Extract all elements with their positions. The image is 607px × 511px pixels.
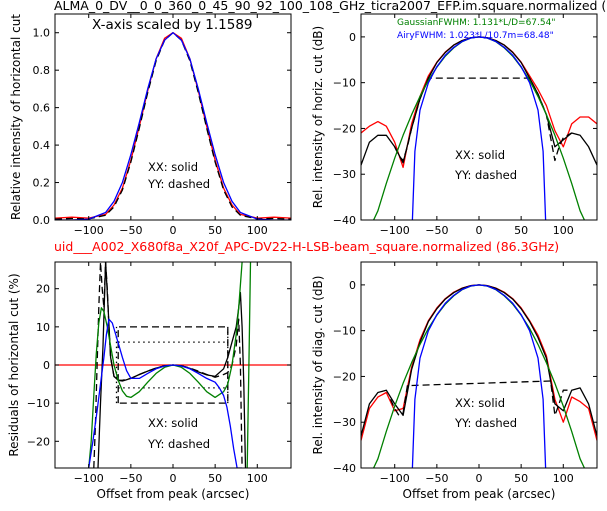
y-tick-label: 0.4 [33,139,51,152]
series-line-3 [389,380,568,417]
y-tick-label: 0.0 [33,214,51,227]
y-tick-label: −20 [333,370,356,383]
x-axis-scale-annotation: X-axis scaled by 1.1589 [92,17,253,33]
x-tick-label: −50 [119,472,142,485]
x-tick-label: 0 [476,472,483,485]
series-line-11 [246,262,252,468]
legend-yy-text: YY: dashed [147,177,210,191]
y-tick-label: 0 [349,31,356,44]
x-tick-label: 0 [170,224,177,237]
y-tick-label: −10 [333,77,356,90]
series-line-2 [55,32,291,220]
series-line-4 [117,326,229,404]
x-tick-label: 50 [514,224,528,237]
x-tick-label: −100 [380,472,410,485]
y-tick-label: −30 [333,416,356,429]
series-line-3 [394,77,573,162]
series-line-4 [373,284,585,468]
y-tick-label: 0 [349,279,356,292]
plot-frame [360,261,598,469]
y-tick-label: −20 [27,435,50,448]
x-tick-label: 50 [208,472,222,485]
y-tick-label: 1.0 [33,27,51,40]
series-group [55,262,291,468]
legend-yy-text: YY: dashed [454,416,517,430]
series-group [361,36,597,220]
series-line-2 [361,284,597,437]
x-tick-label: −100 [74,472,104,485]
x-tick-label: 100 [553,224,574,237]
legend-xx-text: XX: solid [455,396,505,410]
x-tick-label: 100 [247,472,268,485]
x-tick-label: −100 [380,224,410,237]
y-tick-label: −10 [333,325,356,338]
y-axis-label: Residuals of horizontal cut (%) [7,273,21,456]
plot-frame [360,13,598,221]
y-tick-label: −20 [333,122,356,135]
series-line-3 [55,32,291,220]
y-tick-label: 10 [36,321,50,334]
x-axis-label: Offset from peak (arcsec) [97,487,250,501]
y-tick-label: −10 [27,397,50,410]
y-axis-label: Rel. intensity of horiz. cut (dB) [311,26,325,208]
series-group [361,284,597,468]
x-tick-label: −100 [74,224,104,237]
chart-panel-top-left: −100 −50 0 50 100 0.0 0.2 0.4 0.6 0.8 1.0 Relative … [9,13,292,237]
panels-group: −100 −50 0 50 1000.00.20.40.60.81.0Relative … [7,13,598,501]
series-line-10 [88,318,243,468]
y-tick-label: 0.6 [33,102,51,115]
y-tick-label: 20 [36,283,50,296]
x-tick-label: −50 [425,224,448,237]
fwhm-note-1: GaussianFWHM: 1.131*L/D=67.54" [397,18,555,28]
legend-xx-text: XX: solid [148,416,198,430]
legend-yy-text: YY: dashed [454,168,517,182]
x-tick-label: 100 [247,224,268,237]
series-line-4 [373,36,585,220]
x-axis-label: Offset from peak (arcsec) [403,487,556,501]
y-axis-label: Rel. intensity of diag. cut (dB) [311,276,325,455]
x-tick-label: 0 [476,224,483,237]
series-line-5 [411,284,547,468]
legend-yy-text: YY: dashed [147,437,210,451]
series-group [55,32,291,220]
figure-mid-title: uid___A002_X680f8a_X20f_APC-DV22-H-LSB-b… [54,239,559,254]
y-tick-label: −30 [333,168,356,181]
y-tick-label: −40 [333,462,356,475]
x-tick-label: 0 [170,472,177,485]
x-tick-label: 50 [514,472,528,485]
x-tick-label: 100 [553,472,574,485]
x-tick-label: −50 [425,472,448,485]
y-tick-label: −40 [333,214,356,227]
legend-xx-text: XX: solid [148,160,198,174]
series-line-3 [93,262,243,468]
figure-top-title: ALMA_0_DV__0_0_360_0_45_90_92_100_108_GH… [54,0,606,13]
fwhm-note-2: AiryFWHM: 1.023*L/10.7m=68.48" [397,31,554,41]
y-tick-label: 0 [43,359,50,372]
y-axis-label: Relative intensity of horizontal cut [9,14,23,220]
series-line-9 [88,262,243,468]
x-tick-label: −50 [119,224,142,237]
y-tick-label: 0.2 [33,177,51,190]
legend-xx-text: XX: solid [455,148,505,162]
series-line-5 [411,36,547,220]
y-tick-label: 0.8 [33,64,51,77]
x-tick-label: 50 [208,224,222,237]
